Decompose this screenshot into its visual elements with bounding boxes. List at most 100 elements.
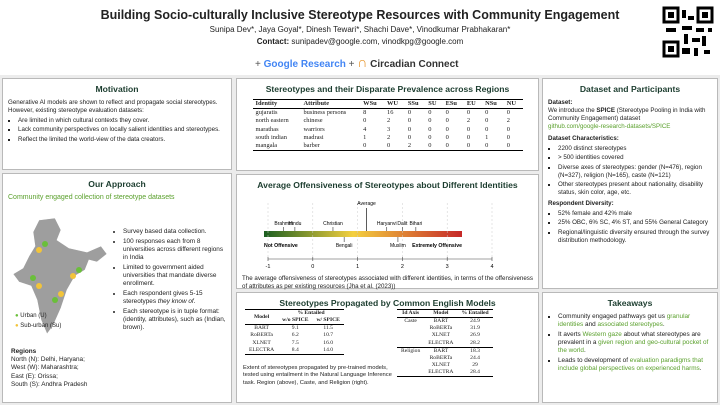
contact: Contact: sunipadev@google.com, vinodkpg@… [0, 37, 720, 46]
column-header: SU [425, 99, 443, 110]
table-cell: 0 [485, 141, 489, 149]
legend-label: Sub-urban (Su) [20, 322, 62, 329]
chart: Not Offensive Extremely Offensive -1 0 1 2 3 4 B… [264, 201, 494, 270]
list-item: Each stereotype is in tuple format: (ide… [123, 308, 227, 333]
table-cell: Caste [404, 318, 417, 325]
table-row: gujaratis business persons 8 16 0 0 0 0 0 0 [253, 109, 523, 118]
table-cell: 2 [387, 117, 391, 125]
motivation-panel: Motivation Generative AI models are show… [2, 78, 232, 170]
list-item: Leads to development of evaluation parad… [558, 357, 712, 373]
table-cell: marathas [255, 125, 279, 133]
table-cell: north eastern [255, 117, 289, 125]
table-cell: ELECTRA [428, 339, 454, 346]
table-cell: 8 [363, 109, 367, 117]
x-tick-label: 0 [311, 264, 314, 270]
text-part: Western gaze [582, 330, 622, 338]
column-header: Model [433, 310, 449, 316]
diversity-list: 52% female and 42% male25% OBC, 6% SC, 4… [548, 210, 712, 245]
low-label: Not Offensive [264, 243, 298, 249]
map-shape [12, 217, 108, 335]
poster-title: Building Socio-culturally Inclusive Ster… [100, 8, 620, 22]
table-cell: 0 [387, 141, 391, 149]
models-caption: Extent of stereotypes propagated by pre-… [243, 365, 392, 386]
table-cell: 0 [466, 109, 471, 117]
region-table: Model % Entailed w/o SPICE w/ SPICE BART 9.1 1… [245, 309, 344, 355]
table-cell: 0 [466, 133, 471, 141]
table-row: mangala barber 0 0 2 0 0 0 0 0 [253, 142, 523, 151]
panel-title: Takeaways [607, 298, 653, 308]
dataset-label: Dataset: [548, 99, 573, 106]
list-item: > 500 identities covered [558, 154, 712, 162]
table-cell: 0 [428, 117, 432, 125]
table-cell: 1 [485, 133, 489, 141]
diversity-label: Respondent Diversity: [548, 199, 614, 207]
table-cell: 2 [506, 117, 510, 125]
text-part: We introduce the [548, 106, 597, 114]
approach-panel: Our Approach Community engaged collectio… [2, 173, 232, 403]
table-cell: 0 [485, 117, 489, 125]
table-row: Religion BART 18.3 [397, 347, 493, 355]
table-row: XLNET 29 [397, 362, 493, 369]
models-panel: Stereotypes Propagated by Common English… [236, 292, 539, 403]
list-item: East (E): Orissa; [11, 372, 58, 380]
column-header: NSu [482, 99, 504, 110]
table-cell [397, 355, 424, 362]
list-item: West (W): Maharashtra; [11, 364, 79, 372]
table-row: marathas warriors 4 3 0 0 0 0 0 0 [253, 126, 523, 134]
x-tick-label: -1 [266, 264, 271, 270]
point-label: Average [357, 201, 376, 207]
table-cell: RoBERTa [250, 332, 273, 339]
column-header: % Entailed [297, 310, 325, 316]
logo-circadian: Circadian Connect [370, 59, 459, 70]
table-cell: 0 [428, 125, 432, 133]
x-tick-label: 1 [356, 264, 359, 270]
table-cell: BART [433, 318, 449, 325]
table-cell: 10.7 [323, 332, 334, 339]
table-cell: 24.9 [470, 318, 480, 325]
legend-entry: ● Sub-urban (Su) [15, 322, 61, 332]
authors: Sunipa Dev*, Jaya Goyal*, Dinesh Tewari*… [209, 25, 511, 34]
text-part: . [583, 347, 586, 355]
dataset-link[interactable]: github.com/google-research-datasets/SPIC… [548, 122, 671, 130]
table-cell: 0 [485, 109, 489, 117]
point-label: Bengali [336, 243, 353, 249]
x-tick-label: 4 [490, 264, 493, 270]
panel-title: Stereotypes Propagated by Common English… [279, 298, 496, 308]
table-cell: 0 [428, 141, 432, 149]
table-cell [397, 369, 424, 377]
approach-subtitle: Community engaged collection of stereoty… [8, 194, 175, 201]
table-cell: 0 [445, 133, 449, 141]
list-item: Each respondent gives 5-15 stereotypes t… [123, 290, 227, 306]
logos: + Google Research + ∩ Circadian Connect [255, 54, 459, 70]
table-cell: 28.4 [470, 369, 480, 376]
column-header: SSu [404, 99, 426, 110]
table-cell: 9.1 [291, 325, 299, 332]
column-header: % Entailed [461, 310, 489, 316]
x-tick-label: 3 [446, 264, 449, 270]
list-item: South (S): Andhra Pradesh [11, 380, 88, 388]
text-part: It averts [558, 330, 583, 338]
table-cell: Religion [401, 347, 421, 354]
point-label: Hindu [288, 221, 301, 227]
dataset-intro: We introduce the SPICE (Stereotype Pooli… [548, 107, 712, 123]
regions: Regions North (N): Delhi, Haryana; West (… [11, 348, 87, 389]
table-cell: 0 [407, 117, 412, 125]
table-cell: 18.3 [470, 347, 480, 354]
text-part: Community engaged pathways get us [558, 313, 667, 320]
table-cell: 0 [466, 125, 471, 133]
logo-google: Google Research [263, 59, 346, 70]
legend-swatch: ● [15, 322, 19, 329]
point-label: Haryanvi [377, 221, 397, 227]
regions-title: Regions [11, 348, 37, 355]
takeaways-list: Community engaged pathways get us granul… [548, 313, 712, 373]
table-cell: 16 [387, 109, 394, 117]
table-cell: 2 [466, 117, 471, 125]
table-cell: 3 [387, 125, 391, 133]
panel-title: Dataset and Participants [579, 84, 681, 94]
text-part: . [662, 321, 665, 329]
table-cell: 28.2 [470, 339, 480, 346]
table-cell: 2 [387, 133, 391, 141]
table-cell: mangala [255, 141, 278, 149]
offensiveness-panel: Average Offensiveness of Stereotypes abo… [236, 174, 539, 290]
